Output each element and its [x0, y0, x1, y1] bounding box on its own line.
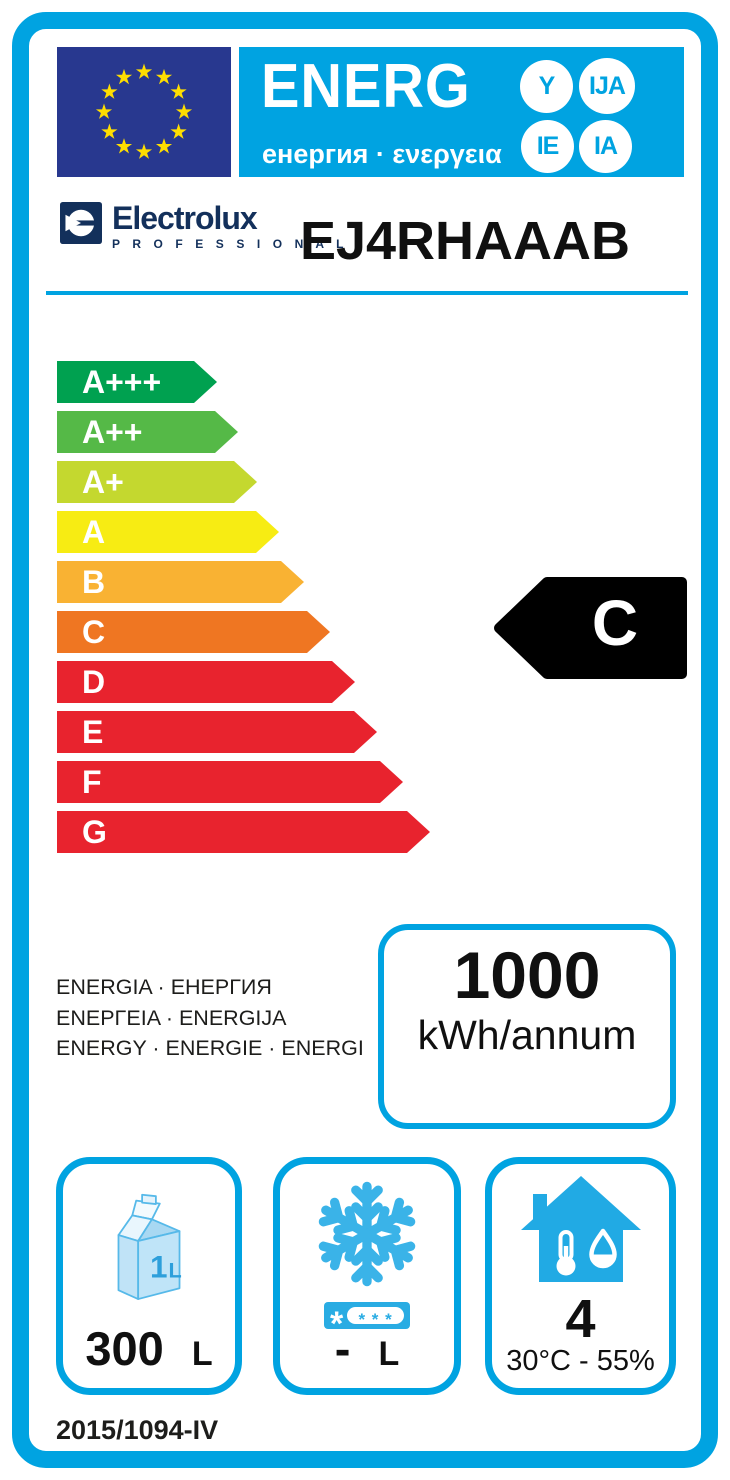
- climate-range: 30°C - 55%: [506, 1345, 655, 1377]
- rating-arrow-a: A: [57, 511, 279, 553]
- energy-words-line2: ΕΝΕΡΓΕΙΑ · ENERGIJA: [56, 1005, 287, 1030]
- freezer-volume-box: * * * * - L: [273, 1157, 461, 1395]
- climate-class-box: 4 30°C - 55%: [485, 1157, 676, 1395]
- rating-arrow-f: F: [57, 761, 403, 803]
- rating-grade-label: D: [82, 664, 106, 700]
- climate-class-value: 4: [565, 1289, 596, 1349]
- rating-arrow-a+++: A+++: [57, 361, 217, 403]
- brand-name: Electrolux: [112, 200, 258, 236]
- fridge-volume-value: 300: [85, 1322, 164, 1375]
- eu-flag-icon: [57, 47, 231, 177]
- rating-grade-label: F: [82, 764, 102, 800]
- language-badge-ie: IE: [521, 120, 574, 173]
- header-divider-line: [46, 291, 688, 295]
- milk-carton-icon: 1L: [63, 1176, 235, 1304]
- rating-arrow-b: B: [57, 561, 304, 603]
- fridge-volume-box: 1L 300 L: [56, 1157, 242, 1395]
- energ-header-panel: ENERG енергия · ενεργεια Y IJA IE IA: [239, 47, 684, 177]
- annual-consumption-box: 1000 kWh/annum: [378, 924, 676, 1129]
- rating-arrow-g: G: [57, 811, 430, 853]
- carton-volume-unit: L: [169, 1257, 182, 1282]
- rating-arrow-c: C: [57, 611, 330, 653]
- freezer-volume-value: -: [334, 1322, 351, 1375]
- electrolux-logo-icon: [60, 202, 102, 249]
- rating-grade-label: A+++: [82, 364, 162, 400]
- rating-arrow-a+: A+: [57, 461, 257, 503]
- energy-words-line3: ENERGY · ENERGIE · ENERGI: [56, 1036, 364, 1060]
- rating-grade-label: E: [82, 714, 104, 750]
- rating-arrow-e: E: [57, 711, 377, 753]
- selected-rating-arrow: C: [490, 575, 688, 681]
- language-badge-ia: IA: [579, 120, 632, 173]
- regulation-reference: 2015/1094-IV: [56, 1415, 219, 1445]
- model-number: EJ4RHAAAB: [299, 211, 631, 271]
- energy-words: ENERGIA · ЕНЕРГИЯ ΕΝΕΡΓΕΙΑ · ENERGIJA EN…: [56, 972, 364, 1064]
- house-humidity-icon: [492, 1174, 669, 1286]
- selected-grade-letter: C: [591, 587, 639, 659]
- snowflake-icon: [280, 1178, 454, 1290]
- energ-title: ENERG: [261, 52, 471, 121]
- freezer-stars-pill: * * *: [347, 1307, 404, 1328]
- rating-scale: A+++ A++ A+ A B C D E F G: [57, 361, 430, 861]
- freezer-volume-row: - L: [280, 1321, 454, 1376]
- rating-grade-label: G: [82, 814, 107, 850]
- svg-text:1L: 1L: [150, 1248, 182, 1284]
- freezer-star-rating-band: * * * *: [324, 1302, 410, 1341]
- rating-grade-label: A: [82, 514, 106, 550]
- language-badge-y: Y: [520, 60, 573, 113]
- rating-grade-label: A+: [82, 464, 124, 500]
- rating-grade-label: B: [82, 564, 106, 600]
- language-badge-ija: IJA: [579, 58, 635, 114]
- energy-words-line1: ENERGIA · ЕНЕРГИЯ: [56, 975, 272, 999]
- rating-arrow-a++: A++: [57, 411, 238, 453]
- rating-grade-label: C: [82, 614, 106, 650]
- label-border-frame: [12, 12, 718, 1468]
- carton-volume-value: 1: [150, 1248, 168, 1284]
- energ-subtitle: енергия · ενεργεια: [262, 139, 502, 169]
- freezer-volume-unit: L: [378, 1335, 400, 1373]
- consumption-value: 1000: [453, 938, 601, 1012]
- fridge-volume-row: 300 L: [63, 1321, 235, 1376]
- consumption-unit: kWh/annum: [417, 1012, 637, 1058]
- brand-subtitle: P R O F E S S I O N A L: [112, 237, 349, 251]
- fridge-volume-unit: L: [191, 1335, 213, 1373]
- brand-block: Electrolux P R O F E S S I O N A L: [60, 202, 348, 251]
- rating-grade-label: A++: [82, 414, 143, 450]
- rating-arrow-d: D: [57, 661, 355, 703]
